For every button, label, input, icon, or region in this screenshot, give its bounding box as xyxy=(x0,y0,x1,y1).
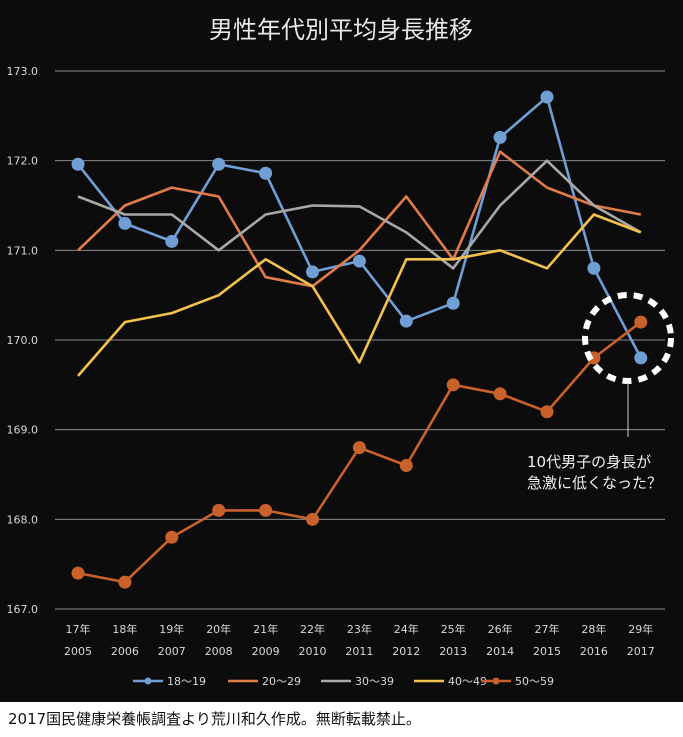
series-20〜29 xyxy=(77,150,642,288)
x-tick-label-heisei: 25年 xyxy=(441,622,466,636)
series-40〜49 xyxy=(77,213,642,377)
data-point xyxy=(165,530,179,544)
x-tick-label-heisei: 28年 xyxy=(581,622,606,636)
data-point xyxy=(118,575,132,589)
x-tick-label-year: 2012 xyxy=(392,645,420,658)
legend-item: 18〜19 xyxy=(133,675,206,688)
data-point xyxy=(587,261,601,275)
data-point xyxy=(540,405,554,419)
series-lines xyxy=(71,90,648,589)
highlight-circle xyxy=(582,292,674,384)
data-point xyxy=(212,503,226,517)
x-tick-label-year: 2015 xyxy=(533,645,561,658)
series-line xyxy=(77,150,642,288)
x-tick-label-heisei: 27年 xyxy=(535,622,560,636)
x-tick-label-heisei: 17年 xyxy=(66,622,91,636)
data-point xyxy=(306,265,319,279)
data-point xyxy=(493,387,507,401)
legend-marker xyxy=(144,677,152,685)
x-tick-label-heisei: 26年 xyxy=(488,622,513,636)
legend-item: 20〜29 xyxy=(228,675,301,688)
x-tick-label-year: 2006 xyxy=(111,645,139,658)
x-tick-label-year: 2008 xyxy=(205,645,233,658)
x-tick-label-heisei: 23年 xyxy=(347,622,372,636)
data-point xyxy=(71,566,85,580)
data-point xyxy=(446,378,460,392)
data-point xyxy=(540,90,554,104)
x-tick-label-year: 2017 xyxy=(627,645,655,658)
y-tick-label: 170.0 xyxy=(7,334,39,347)
x-tick-label-year: 2011 xyxy=(345,645,373,658)
x-tick-label-heisei: 21年 xyxy=(253,622,278,636)
data-point xyxy=(259,166,273,180)
data-point xyxy=(71,157,85,171)
legend-label: 20〜29 xyxy=(262,675,301,688)
legend-marker xyxy=(492,677,500,685)
legend: 18〜19 20〜29 30〜39 40〜49 50〜59 xyxy=(133,675,554,688)
chart-area: 男性年代別平均身長推移 167.0 168.0 169.0 170.0 171.0 172… xyxy=(0,0,683,702)
series-line xyxy=(77,159,642,270)
data-point xyxy=(634,351,648,365)
data-point xyxy=(446,296,460,310)
series-line xyxy=(77,213,642,377)
y-tick-label: 173.0 xyxy=(7,65,39,78)
x-tick-label-heisei: 22年 xyxy=(300,622,325,636)
series-line xyxy=(76,95,642,359)
series-18〜19 xyxy=(71,90,648,365)
legend-item: 50〜59 xyxy=(481,675,554,688)
y-tick-label: 167.0 xyxy=(7,603,39,616)
legend-item: 40〜49 xyxy=(414,675,487,688)
x-tick-label-heisei: 19年 xyxy=(159,622,184,636)
data-point xyxy=(493,130,507,144)
series-50〜59 xyxy=(71,315,648,589)
line-chart: 男性年代別平均身長推移 167.0 168.0 169.0 170.0 171.0 172… xyxy=(7,16,674,688)
x-tick-label-year: 2010 xyxy=(299,645,327,658)
data-point xyxy=(399,314,413,328)
data-point xyxy=(306,512,319,526)
data-point xyxy=(634,315,648,329)
annotation-line-2: 急激に低くなった？ xyxy=(527,474,662,492)
footer: 2017国民健康栄養帳調査より荒川和久作成。無断転載禁止。 xyxy=(0,702,683,737)
x-tick-label-year: 2014 xyxy=(486,645,514,658)
legend-label: 18〜19 xyxy=(167,675,206,688)
y-tick-label: 169.0 xyxy=(7,424,39,437)
x-tick-label-year: 2005 xyxy=(64,645,92,658)
data-point xyxy=(212,157,226,171)
y-axis-ticks: 167.0 168.0 169.0 170.0 171.0 172.0 173.0 xyxy=(7,65,39,616)
y-tick-label: 171.0 xyxy=(7,244,39,257)
x-tick-label-heisei: 24年 xyxy=(394,622,419,636)
data-point xyxy=(165,234,179,248)
x-tick-label-heisei: 29年 xyxy=(628,622,653,636)
x-tick-label-year: 2016 xyxy=(580,645,608,658)
gridlines xyxy=(55,70,665,610)
annotation-line-1: 10代男子の身長が xyxy=(527,453,651,471)
data-point xyxy=(259,503,273,517)
y-tick-label: 168.0 xyxy=(7,513,39,526)
y-tick-label: 172.0 xyxy=(7,155,39,168)
data-point xyxy=(399,459,413,473)
x-tick-label-heisei: 20年 xyxy=(206,622,231,636)
x-tick-label-heisei: 18年 xyxy=(112,622,137,636)
source-note: 2017国民健康栄養帳調査より荒川和久作成。無断転載禁止。 xyxy=(8,710,421,728)
data-point xyxy=(352,254,366,268)
x-axis-ticks: 17年 2005 18年 2006 19年 2007 20年 2008 21年 2009 22年 20… xyxy=(64,622,655,658)
x-tick-label-year: 2007 xyxy=(158,645,186,658)
data-point xyxy=(352,441,366,455)
legend-item: 30〜39 xyxy=(321,675,394,688)
data-point xyxy=(118,216,132,230)
series-30〜39 xyxy=(77,159,642,270)
legend-label: 30〜39 xyxy=(355,675,394,688)
legend-label: 40〜49 xyxy=(448,675,487,688)
x-tick-label-year: 2013 xyxy=(439,645,467,658)
x-tick-label-year: 2009 xyxy=(252,645,280,658)
legend-label: 50〜59 xyxy=(515,675,554,688)
chart-title: 男性年代別平均身長推移 xyxy=(209,16,473,44)
annotation: 10代男子の身長が 急激に低くなった？ xyxy=(527,292,674,492)
